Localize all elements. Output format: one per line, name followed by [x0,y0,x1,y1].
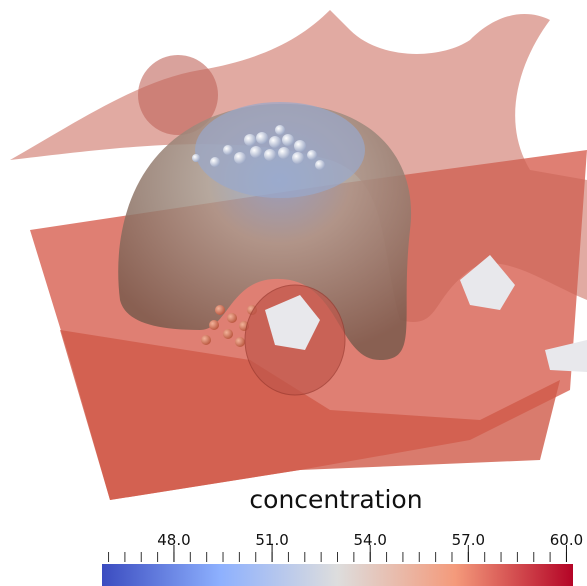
scene-3d [10,10,587,500]
tick-label: 48.0 [157,531,190,549]
tick-label: 51.0 [255,531,288,549]
tick-label: 60.0 [550,531,583,549]
tick-label: 54.0 [354,531,387,549]
tick-label: 57.0 [452,531,485,549]
colorbar-title: concentration [249,485,422,514]
colorbar-gradient [102,564,573,586]
visualization: concentration 48.0 51.0 54.0 57.0 60.0 [0,0,587,586]
colorbar: 48.0 51.0 54.0 57.0 60.0 [102,531,583,586]
